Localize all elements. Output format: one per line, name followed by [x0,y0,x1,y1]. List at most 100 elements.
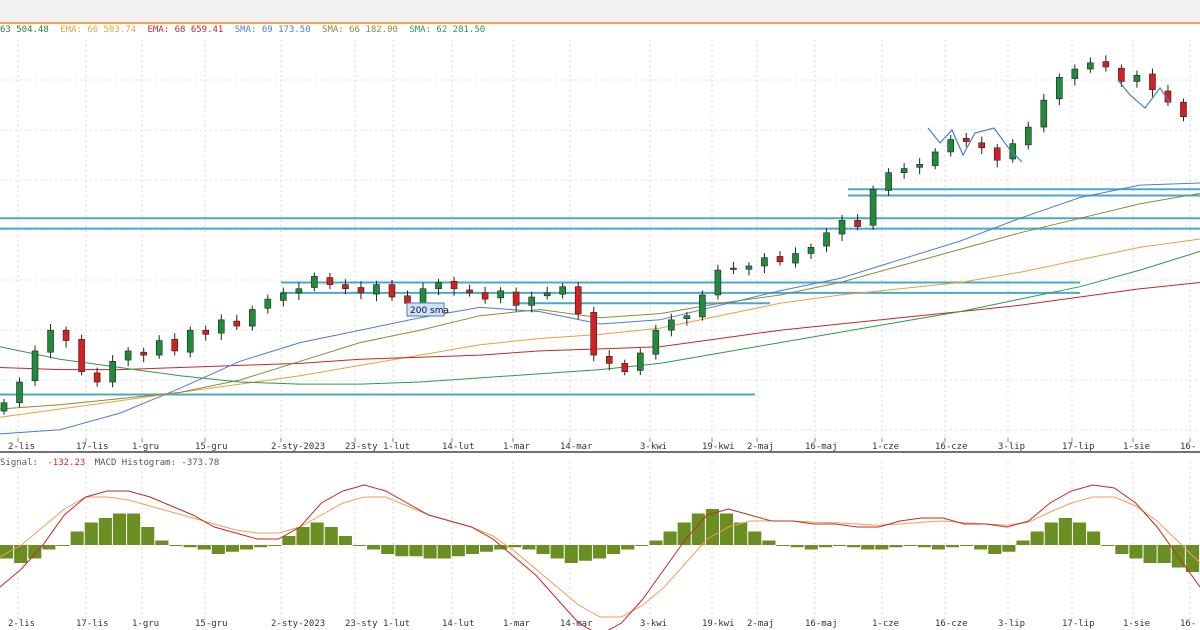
candle-body [264,298,272,309]
candle-body [93,372,101,383]
macd-histogram-bar [409,545,423,557]
macd-histogram-bar [705,509,719,545]
candle-body [249,309,256,327]
macd-legend-label: Signal: [0,458,44,468]
macd-histogram-bar [70,531,84,545]
macd-histogram-bar [875,545,889,550]
macd-histogram-bar [437,545,451,559]
macd-histogram-bar [578,545,592,561]
macd-histogram-bar [1101,545,1115,546]
candle-body [947,139,954,153]
candle-body [342,284,349,290]
x-tick-label: 23-sty [345,442,378,452]
x-tick-label-macd: 3-kwi [640,619,667,629]
macd-histogram-bar [550,545,564,559]
macd-histogram-bar [536,545,550,554]
candle-body [683,315,691,319]
x-tick-label-macd: 1-cze [872,619,899,629]
x-tick-label-macd: 3-lip [998,619,1025,629]
macd-histogram-bar [169,545,183,546]
macd-histogram-bar [621,545,635,550]
macd-histogram-bar [14,545,28,563]
macd-histogram-bar [381,545,395,554]
x-tick-label: 16- [1180,442,1196,452]
candle-body [124,350,132,361]
candle-body [140,351,147,356]
macd-histogram-bar [974,545,988,550]
candle-body [807,246,815,254]
moving-average-line [0,282,1200,371]
macd-histogram-bar [734,522,748,545]
x-tick-label-macd: 2-lis [8,619,35,629]
candle-body [1009,143,1017,160]
candle-body [1133,74,1141,82]
candle-body [823,232,830,247]
x-tick-label: 16-cze [935,442,968,452]
x-tick-label: 1-cze [872,442,899,452]
candle-body [621,363,629,372]
x-tick-label-macd: 2-sty-2023 [271,619,325,629]
candle-body [993,147,1001,161]
pattern-zigzag [927,127,1023,163]
candle-body [792,253,799,264]
macd-histogram-bar [677,522,691,545]
macd-histogram-bar [635,545,649,546]
moving-average-line [0,182,1200,435]
macd-histogram-bar [776,545,790,546]
x-tick-label-macd: 14-mar [560,619,593,629]
macd-histogram-bar [296,527,310,545]
macd-histogram-bar [522,545,536,550]
macd-histogram-bar [98,518,112,545]
macd-histogram-bar [268,545,282,546]
candle-body [590,312,598,356]
annotation-200-sma: 200 sma [410,306,449,316]
candle-body [419,288,427,305]
x-tick-label-macd: 2-maj [747,619,774,629]
macd-histogram-bar [141,527,155,545]
candle-body [497,290,504,299]
x-tick-label: 1-mar [503,442,531,452]
macd-histogram-bar [917,545,931,548]
legend-item-2: EMA: 66 503.74 [60,25,137,35]
macd-histogram-bar [931,545,945,550]
candle-body [1118,67,1125,82]
candle-body [978,142,986,149]
candle-body [217,319,225,334]
macd-histogram-bar [1143,545,1157,563]
candle-body [730,267,737,270]
macd-histogram-bar [494,545,508,550]
x-tick-label: 1-sie [1123,442,1150,452]
legend-item-4: SMA: 69 173.50 [234,25,311,35]
candle-body [1056,77,1063,100]
macd-histogram-bar [720,513,734,545]
candle-body [171,339,179,352]
x-tick-label-macd: 14-lut [442,619,475,629]
candle-body [776,256,784,263]
x-tick-label: 3-kwi [640,442,667,452]
macd-histogram-bar [762,540,776,545]
candle-body [109,361,116,383]
candle-body [1087,62,1094,70]
x-tick-label: 2-maj [747,442,774,452]
candle-body [699,294,706,318]
legend-item-1: 63 504.48 [0,25,49,35]
x-tick-label: 17-lis [76,442,109,452]
candle-body [668,319,675,331]
moving-average-line [0,250,1200,385]
x-tick-label-macd: 1-lut [383,619,410,629]
macd-histogram-bar [663,531,677,545]
x-tick-label: 2-lis [8,442,35,452]
candle-body [466,289,473,294]
macd-histogram-bar [1087,531,1101,545]
candle-body [373,284,380,295]
candle-body [202,329,210,335]
macd-histogram-bar [607,545,621,554]
macd-histogram-bar [1058,518,1072,545]
legend-item-6: SMA: 62 281.50 [409,25,486,35]
macd-histogram-bar [804,545,818,550]
candle-body [745,265,753,270]
x-tick-label-macd: 16-maj [805,619,838,629]
x-tick-label-macd: 23-sty [345,619,378,629]
macd-histogram-bar [423,545,437,559]
